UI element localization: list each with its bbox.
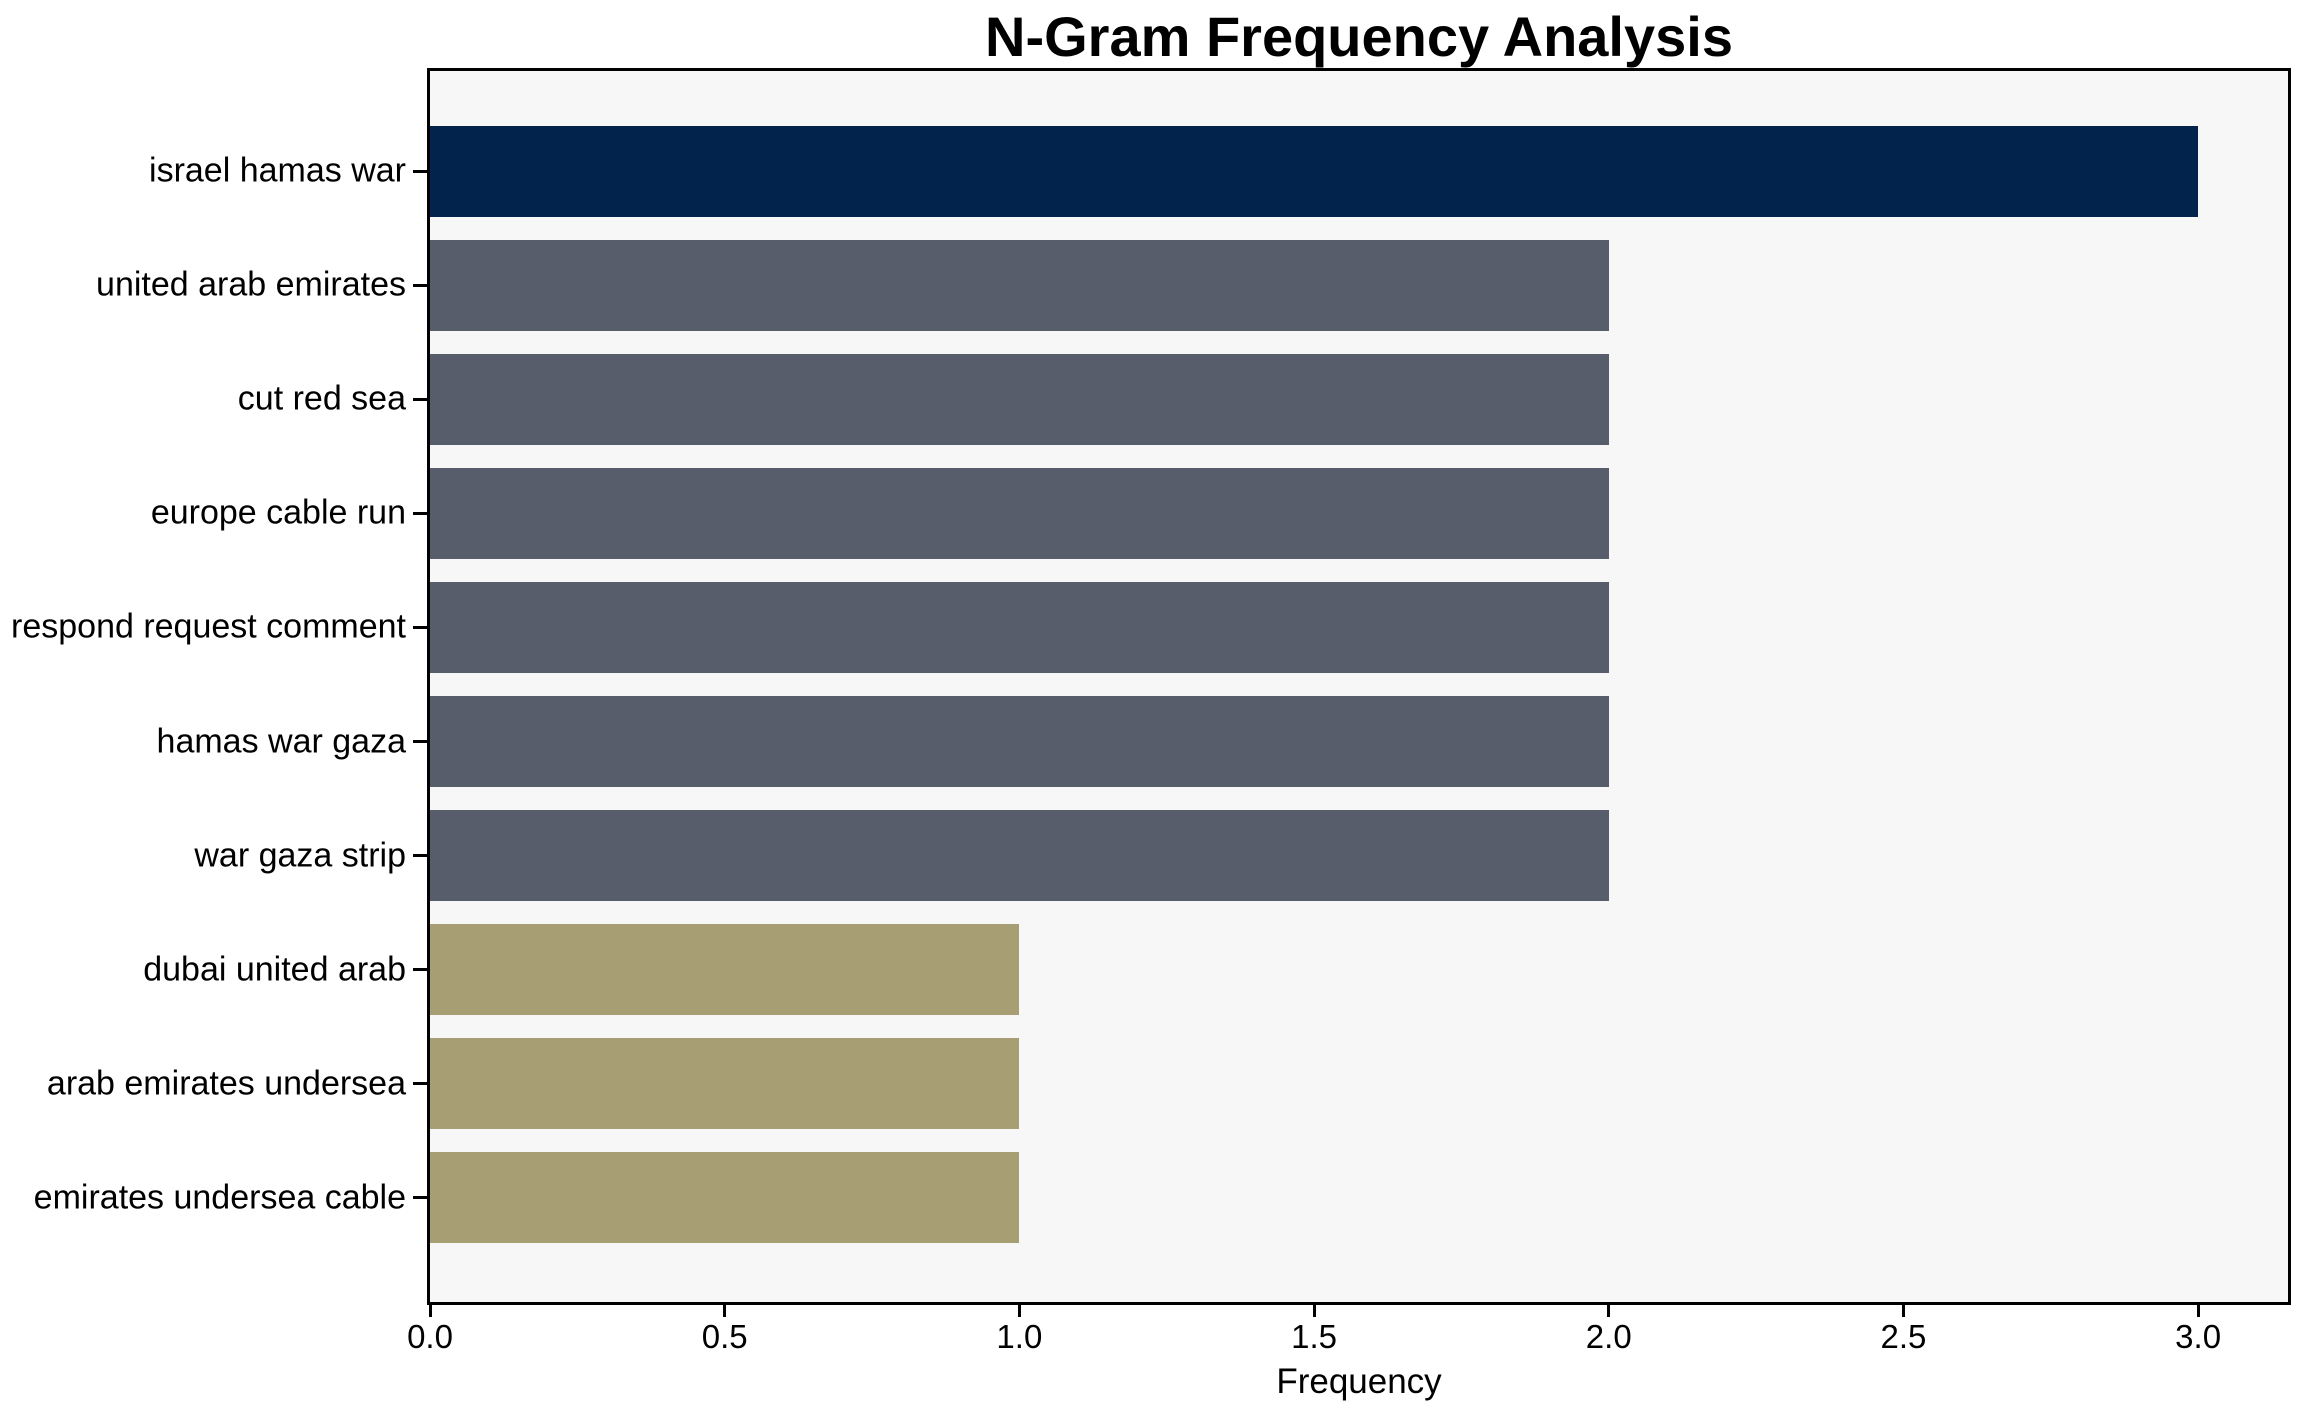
y-tick-mark	[413, 397, 427, 401]
x-tick-label: 3.0	[2175, 1318, 2222, 1355]
y-tick-mark	[413, 625, 427, 629]
x-tick-label: 2.5	[1880, 1318, 1927, 1355]
bar	[430, 125, 2199, 217]
bar	[430, 810, 1609, 902]
y-tick-label: emirates undersea cable	[33, 1178, 406, 1217]
y-tick-label: israel hamas war	[149, 151, 406, 190]
x-tick-label: 1.0	[996, 1318, 1043, 1355]
bar	[430, 924, 1020, 1016]
y-tick-label: hamas war gaza	[156, 722, 406, 760]
x-tick-label: 1.5	[1291, 1318, 1337, 1355]
y-tick-label: europe cable run	[150, 493, 406, 532]
chart-title: N-Gram Frequency Analysis	[985, 5, 1733, 68]
bar	[430, 353, 1609, 445]
x-tick-label: 0.5	[701, 1318, 748, 1355]
x-tick-mark	[723, 1305, 727, 1317]
y-tick-label: respond request comment	[11, 607, 406, 646]
x-axis-label: Frequency	[1276, 1362, 1442, 1401]
x-tick-mark	[1901, 1305, 1905, 1317]
x-tick-label: 0.0	[407, 1318, 453, 1355]
y-tick-label: dubai united arab	[143, 950, 406, 989]
y-tick-label: war gaza strip	[194, 836, 406, 875]
y-tick-label: arab emirates undersea	[46, 1064, 406, 1103]
y-tick-mark	[413, 283, 427, 287]
bar	[430, 1152, 1020, 1244]
x-tick-mark	[1312, 1305, 1316, 1317]
x-tick-mark	[428, 1305, 432, 1317]
x-tick-mark	[1017, 1305, 1021, 1317]
y-tick-mark	[413, 169, 427, 173]
x-tick-label: 2.0	[1585, 1318, 1632, 1355]
bar	[430, 239, 1609, 331]
y-tick-label: united arab emirates	[96, 265, 406, 304]
bar	[430, 696, 1609, 787]
x-tick-mark	[2196, 1305, 2200, 1317]
y-tick-mark	[413, 968, 427, 972]
y-tick-mark	[413, 1196, 427, 1200]
y-tick-label: cut red sea	[237, 379, 406, 418]
plot-area	[427, 68, 2291, 1305]
y-tick-mark	[413, 740, 427, 743]
y-tick-mark	[413, 1082, 427, 1086]
bar	[430, 581, 1609, 673]
x-tick-mark	[1607, 1305, 1611, 1317]
y-tick-mark	[413, 854, 427, 858]
y-tick-mark	[413, 511, 427, 515]
bar	[430, 467, 1609, 559]
bar	[430, 1038, 1020, 1130]
